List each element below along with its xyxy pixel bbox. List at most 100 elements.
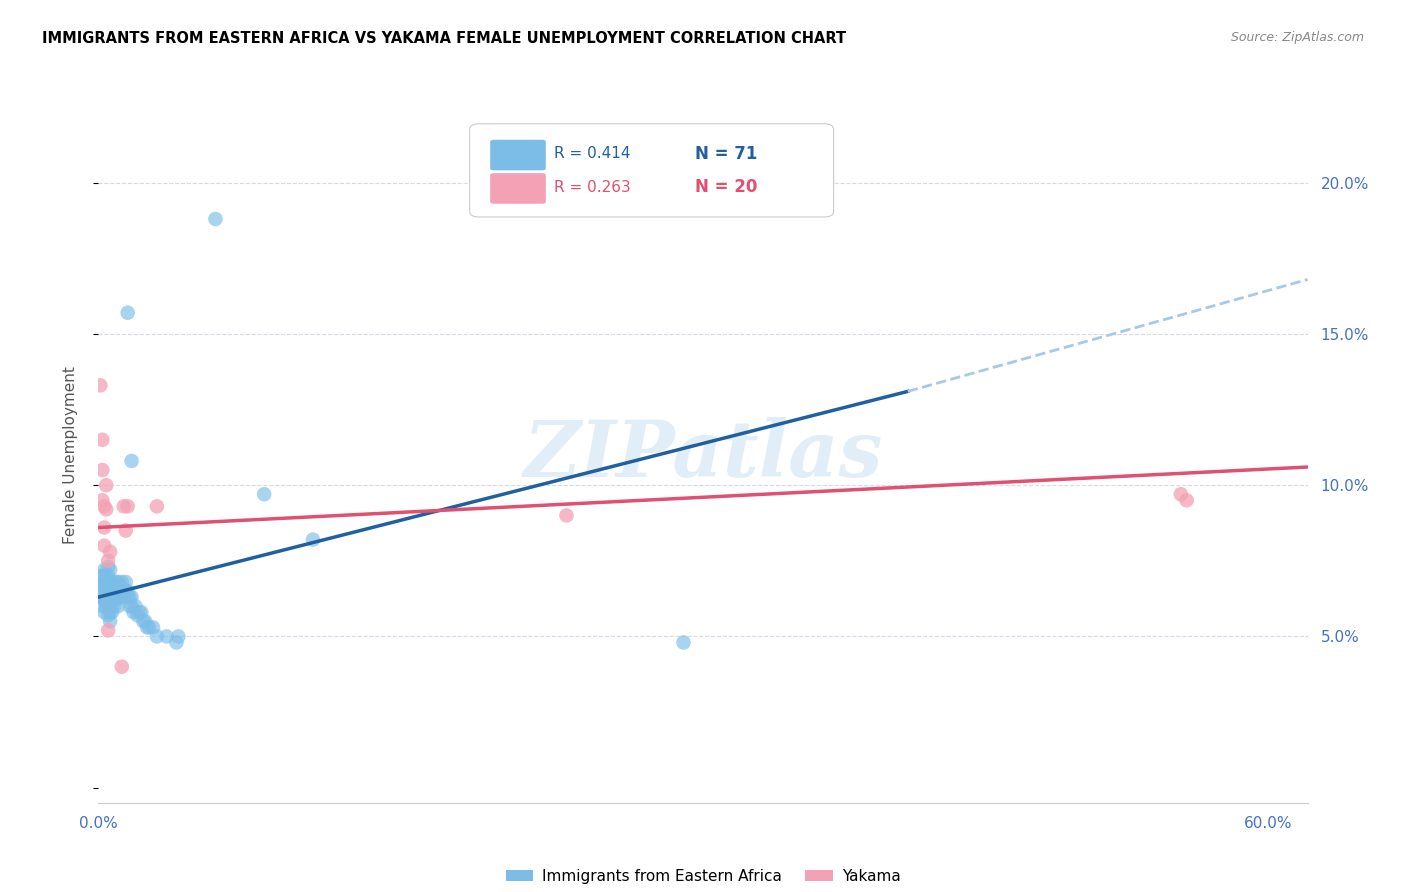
Point [103,578,125,592]
Point [89,590,111,604]
Point [112,500,135,514]
Point [672,635,695,649]
Point [204,211,226,226]
Point [89,578,111,592]
Point [117,500,139,514]
Point [111,659,134,673]
Point [107,590,129,604]
Point [127,608,149,623]
Point [96,502,118,516]
Point [97,578,120,592]
Point [104,593,127,607]
Point [118,590,141,604]
Point [114,574,136,589]
Point [128,605,150,619]
Point [91,569,114,583]
Text: Source: ZipAtlas.com: Source: ZipAtlas.com [1230,31,1364,45]
Point [118,599,141,614]
Point [98,593,121,607]
Point [101,574,124,589]
Point [97,624,120,638]
Point [111,574,134,589]
Point [97,590,120,604]
Point [122,605,145,619]
Point [97,599,120,614]
Point [167,629,190,643]
Point [91,578,114,592]
FancyBboxPatch shape [491,140,546,170]
Point [101,593,124,607]
Point [93,563,115,577]
Point [111,584,134,599]
Point [91,599,114,614]
Point [93,605,115,619]
Point [96,590,118,604]
Point [93,574,115,589]
Point [112,590,135,604]
Point [121,599,143,614]
Point [124,599,146,614]
Point [93,593,115,607]
Point [1170,487,1192,501]
Text: ZIPatlas: ZIPatlas [523,417,883,493]
Point [98,615,121,629]
Text: R = 0.263: R = 0.263 [554,179,631,194]
Point [114,524,136,538]
Point [302,533,325,547]
Point [117,590,139,604]
Point [104,584,127,599]
Point [121,454,143,468]
Point [96,478,118,492]
FancyBboxPatch shape [470,124,834,217]
Point [121,590,143,604]
Point [93,520,115,534]
Legend: Immigrants from Eastern Africa, Yakama: Immigrants from Eastern Africa, Yakama [499,863,907,890]
Text: N = 20: N = 20 [695,178,756,196]
Point [101,584,124,599]
Point [97,554,120,568]
Point [1175,493,1198,508]
Point [107,599,129,614]
Text: R = 0.414: R = 0.414 [554,146,631,161]
Point [107,574,129,589]
Point [93,539,115,553]
Point [117,306,139,320]
Point [98,545,121,559]
Point [98,574,121,589]
Point [96,578,118,592]
Point [117,584,139,599]
Point [114,584,136,599]
Point [101,605,124,619]
Point [91,493,114,508]
Point [108,578,131,592]
Point [91,590,114,604]
Text: IMMIGRANTS FROM EASTERN AFRICA VS YAKAMA FEMALE UNEMPLOYMENT CORRELATION CHART: IMMIGRANTS FROM EASTERN AFRICA VS YAKAMA… [42,31,846,46]
Point [138,620,160,634]
Point [156,629,179,643]
Point [93,584,115,599]
Point [98,563,121,577]
Point [104,574,127,589]
Point [89,378,111,392]
Text: N = 71: N = 71 [695,145,756,162]
Point [253,487,276,501]
Point [97,608,120,623]
Point [97,559,120,574]
Point [134,615,156,629]
Point [96,599,118,614]
Point [555,508,578,523]
Point [131,605,153,619]
Point [98,584,121,599]
Y-axis label: Female Unemployment: Female Unemployment [63,366,77,544]
Point [136,620,159,634]
Point [97,569,120,583]
Point [103,599,125,614]
Point [91,463,114,477]
Point [93,500,115,514]
Point [96,569,118,583]
Point [108,590,131,604]
Point [103,590,125,604]
Point [91,433,114,447]
Point [146,500,169,514]
Point [89,569,111,583]
